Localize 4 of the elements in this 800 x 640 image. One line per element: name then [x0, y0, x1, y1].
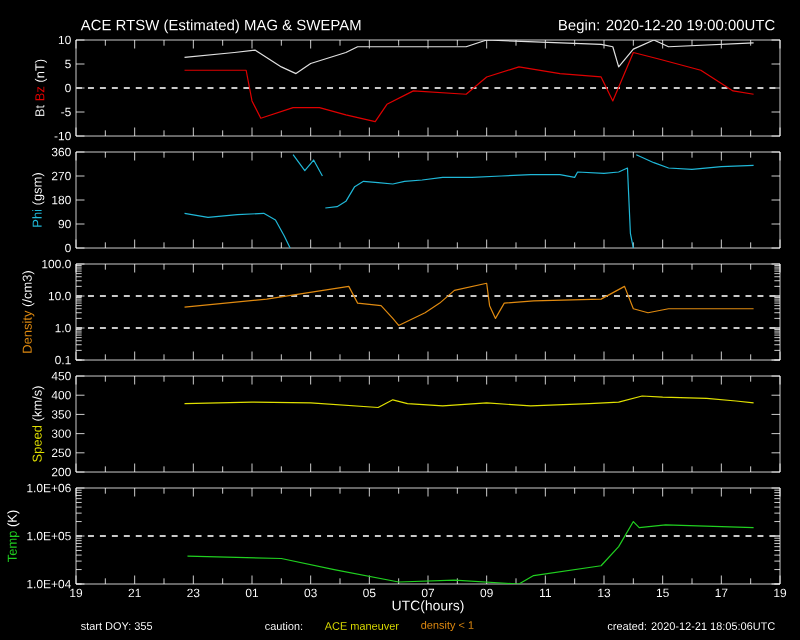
- line-series: [183, 40, 755, 75]
- line-series: [186, 520, 755, 585]
- line-series: [183, 282, 755, 327]
- line-series: [183, 51, 755, 123]
